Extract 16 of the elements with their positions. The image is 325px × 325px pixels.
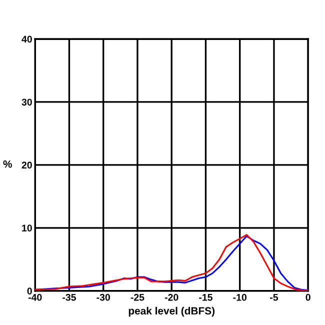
x-tick-label: 0 [306,294,310,301]
y-axis-title: % [3,160,12,168]
x-tick-label: -15 [199,294,212,301]
x-tick-label: -10 [233,294,246,301]
y-tick-label: 30 [22,98,32,106]
x-tick-label: -25 [130,294,144,301]
y-tick-label: 20 [22,162,32,169]
y-tick-label: 40 [22,36,32,43]
y-tick-label: 0 [27,288,32,294]
x-tick-label: -5 [270,294,278,301]
y-tick-label: 10 [22,224,32,232]
x-tick-label: -40 [28,294,42,301]
x-tick-label: -30 [96,294,110,301]
x-tick-label: -20 [164,294,178,301]
x-axis-title: peak level (dBFS) [128,306,214,317]
x-tick-label: -35 [62,294,76,301]
